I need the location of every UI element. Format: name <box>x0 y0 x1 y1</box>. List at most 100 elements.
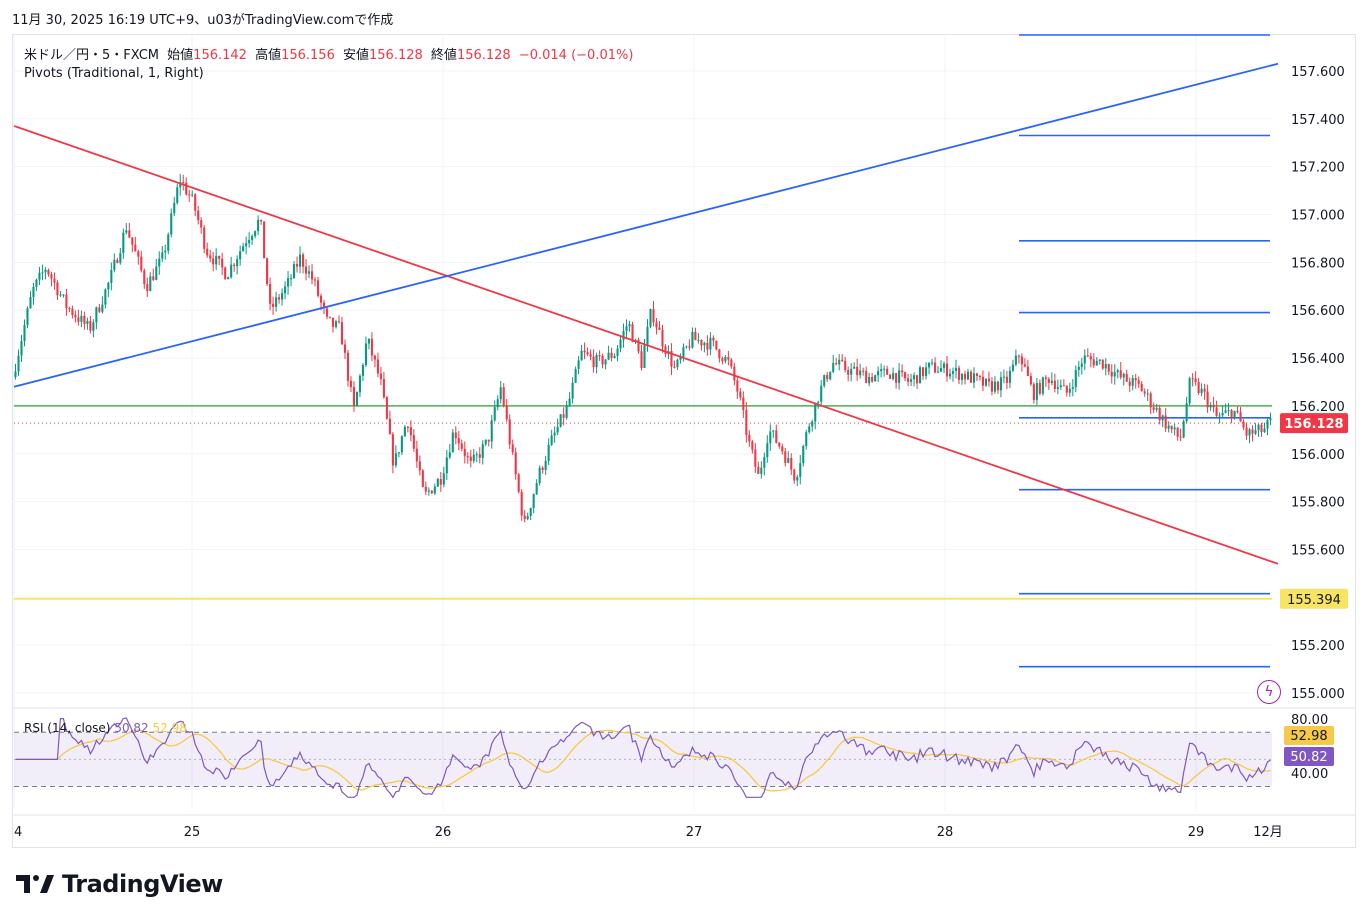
candle-body <box>502 387 505 406</box>
candle-body <box>975 373 979 377</box>
candle-body <box>1053 380 1056 389</box>
candle-body <box>766 443 769 458</box>
candle-body <box>1095 360 1098 366</box>
candle-body <box>874 375 877 382</box>
candle-body <box>568 398 571 406</box>
candle-body <box>984 378 988 386</box>
candle-body <box>316 280 320 296</box>
candle-body <box>865 371 868 384</box>
lightning-icon[interactable]: ϟ <box>1257 680 1281 704</box>
candle-body <box>739 391 742 398</box>
candle-body <box>712 337 715 341</box>
candle-body <box>814 402 817 422</box>
candle-body <box>981 376 985 386</box>
low-value: 156.128 <box>369 48 423 63</box>
candle-body <box>919 367 922 384</box>
symbol-name[interactable]: 米ドル／円・5・FXCM <box>24 48 160 63</box>
candle-body <box>939 368 943 372</box>
candle-body <box>1068 388 1071 393</box>
candle-body <box>448 452 451 458</box>
candle-body <box>158 258 161 267</box>
candle-body <box>35 279 38 287</box>
candle-body <box>1023 364 1026 367</box>
candle-body <box>206 248 209 256</box>
candle-body <box>1059 385 1062 388</box>
close-value: 156.128 <box>456 48 511 63</box>
candle-body <box>92 322 95 331</box>
candle-body <box>301 254 305 267</box>
candle-body <box>763 457 766 468</box>
candle-body <box>394 453 397 466</box>
candle-body <box>960 373 964 380</box>
candle-body <box>898 370 901 383</box>
candle-body <box>730 359 733 367</box>
time-tick-label: 12月 <box>1253 825 1283 840</box>
candle-body <box>424 486 427 492</box>
time-tick-label: 29 <box>1188 825 1205 840</box>
candle-body <box>203 227 206 249</box>
candle-body <box>583 350 586 353</box>
candle-body <box>727 357 730 360</box>
candle-body <box>721 358 724 362</box>
candle-body <box>1239 412 1242 422</box>
candle-body <box>62 294 65 296</box>
candle-body <box>161 252 164 259</box>
candle-body <box>697 339 700 341</box>
candle-body <box>487 439 490 442</box>
candle-body <box>853 366 856 369</box>
candle-body <box>119 253 122 263</box>
candle-body <box>83 315 86 324</box>
candle-body <box>218 255 221 259</box>
candle-body <box>673 366 676 368</box>
candle-body <box>304 266 308 274</box>
candle-body <box>176 187 179 203</box>
price-tick-label: 157.000 <box>1291 208 1345 223</box>
open-value: 156.142 <box>193 48 247 63</box>
candle-body <box>1248 429 1251 436</box>
candle-body <box>59 294 62 296</box>
chart-frame <box>12 34 1356 848</box>
candle-body <box>757 466 760 474</box>
candle-body <box>284 286 287 294</box>
candle-body <box>221 258 224 268</box>
candle-body <box>826 375 829 380</box>
candle-body <box>1212 404 1215 408</box>
candle-body <box>993 381 996 392</box>
candle-body <box>832 363 835 372</box>
tradingview-logo-icon <box>16 875 54 893</box>
candle-body <box>1176 427 1179 437</box>
candle-body <box>233 264 236 267</box>
candle-body <box>1104 364 1107 369</box>
candle-body <box>850 368 853 375</box>
candle-body <box>179 182 182 188</box>
candle-body <box>670 351 673 367</box>
last-price-badge <box>1280 413 1348 434</box>
candle-body <box>703 342 706 346</box>
candle-body <box>493 407 496 421</box>
candle-body <box>910 379 913 382</box>
footer-brand[interactable]: TradingView <box>16 870 223 898</box>
indicator-legend[interactable]: Pivots (Traditional, 1, Right) <box>24 66 204 81</box>
candle-body <box>748 434 751 442</box>
rsi-legend[interactable]: RSI (14, close) 50.82 52.98 <box>24 721 187 735</box>
candle-body <box>113 259 116 270</box>
candle-body <box>895 373 898 383</box>
candle-body <box>1005 376 1008 383</box>
candle-body <box>709 337 712 350</box>
price-tick-label: 157.200 <box>1291 161 1345 176</box>
candle-body <box>775 430 778 443</box>
candle-body <box>1206 391 1209 408</box>
candle-body <box>469 456 472 461</box>
candle-body <box>293 263 296 279</box>
candle-body <box>128 230 131 238</box>
price-tick-label: 156.400 <box>1291 352 1345 367</box>
candle-body <box>409 427 412 436</box>
candle-body <box>1083 355 1086 364</box>
candle-body <box>640 351 643 368</box>
candle-body <box>802 445 805 464</box>
candle-body <box>1026 366 1029 377</box>
candle-body <box>868 376 871 384</box>
candle-body <box>167 234 170 251</box>
candle-body <box>406 426 409 428</box>
